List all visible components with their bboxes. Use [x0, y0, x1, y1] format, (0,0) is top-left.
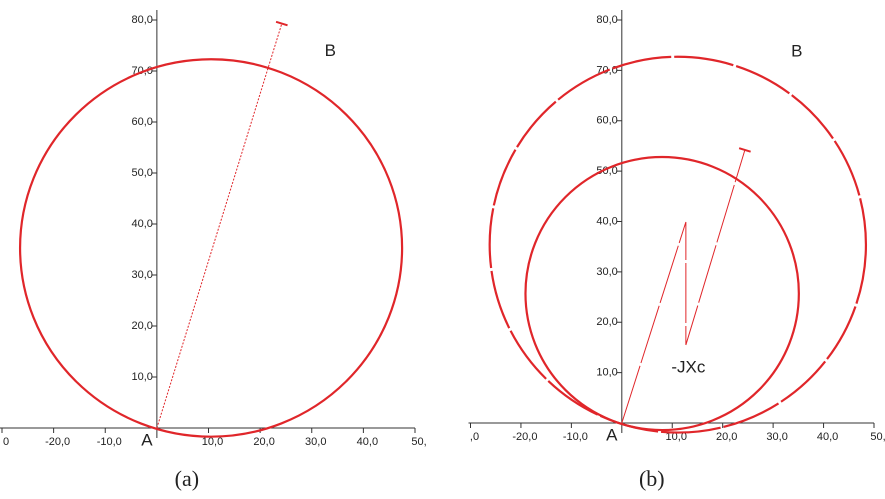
y-tick-label: 10,0	[131, 371, 152, 383]
caption: (b)	[639, 466, 665, 491]
annotation: -JXc	[671, 358, 706, 377]
y-tick-label: 80,0	[596, 14, 617, 26]
x-tick-label: 30,0	[766, 431, 787, 443]
x-tick-label: 50,	[411, 436, 426, 448]
y-tick-label: 20,0	[596, 316, 617, 328]
y-tick-label: 20,0	[131, 320, 152, 332]
annotation: B	[325, 41, 336, 60]
y-tick-label: 50,0	[131, 167, 152, 179]
caption: (a)	[175, 466, 199, 491]
circle	[18, 58, 404, 438]
x-tick-label: 10,0	[202, 436, 223, 448]
x-tick-label: ,0	[470, 431, 479, 443]
x-tick-label: 20,0	[253, 436, 274, 448]
x-tick-label: 10,0	[666, 431, 687, 443]
x-tick-label: 30,0	[305, 436, 326, 448]
x-tick-label: 50,	[870, 431, 885, 443]
y-tick-label: 60,0	[596, 115, 617, 127]
y-tick-label: 10,0	[596, 367, 617, 379]
annotation: B	[791, 42, 802, 61]
x-tick-label: -20,0	[512, 431, 537, 443]
y-tick-label: 40,0	[596, 215, 617, 227]
y-tick-label: 60,0	[131, 116, 152, 128]
x-tick-label: 20,0	[716, 431, 737, 443]
x-tick-label: 0	[3, 436, 9, 448]
end-marker	[275, 20, 288, 27]
origin-label: A	[606, 425, 618, 444]
end-marker	[738, 147, 751, 153]
x-tick-label: 40,0	[357, 436, 378, 448]
y-tick-label: 30,0	[131, 269, 152, 281]
y-tick-label: 50,0	[596, 165, 617, 177]
line	[156, 23, 283, 429]
origin-label: A	[141, 430, 153, 449]
y-tick-label: 40,0	[131, 218, 152, 230]
x-tick-label: 40,0	[817, 431, 838, 443]
line	[621, 149, 746, 424]
x-tick-label: -10,0	[97, 436, 122, 448]
x-tick-label: -10,0	[563, 431, 588, 443]
circle	[488, 55, 868, 434]
y-tick-label: 30,0	[596, 266, 617, 278]
circle	[524, 155, 800, 432]
y-tick-label: 80,0	[131, 14, 152, 26]
x-tick-label: -20,0	[45, 436, 70, 448]
